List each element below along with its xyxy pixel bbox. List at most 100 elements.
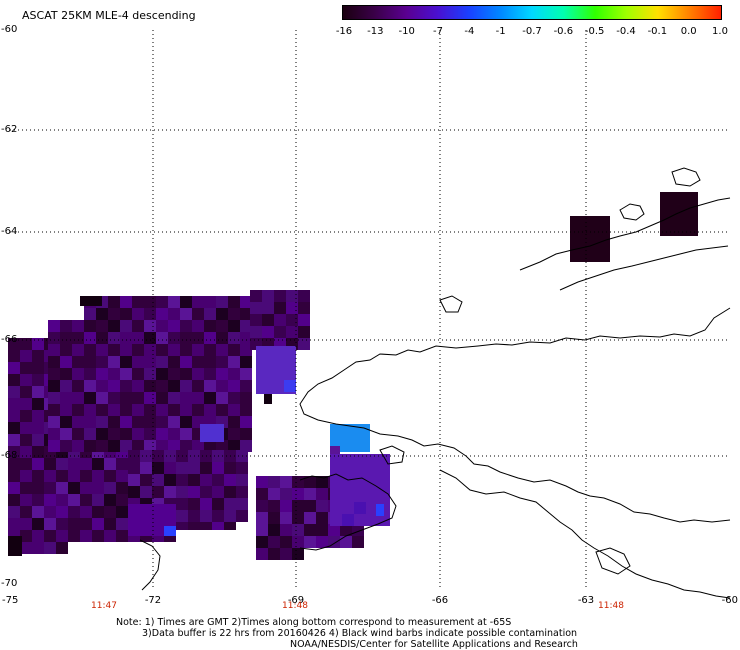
latitude-label: -70 [1,578,18,589]
swath-cell [164,462,176,474]
swath-cell [286,302,298,314]
swath-cell [168,392,180,404]
swath-cell [56,458,68,470]
swath-cell [168,380,180,392]
colorbar-label: -10 [398,26,415,37]
swath-cell [48,428,60,440]
swath-cell [304,476,316,488]
coastline-peninsula [299,307,731,523]
longitude-label: -66 [431,595,449,606]
swath-cell [56,530,68,542]
swath-cell [156,368,168,380]
swath-cell [228,416,240,428]
swath-cell [20,458,32,470]
swath-cell [228,356,240,368]
swath-cell [96,380,108,392]
swath-cell [20,446,32,458]
swath-cell [92,518,104,530]
swath-cell [120,308,132,320]
swath-cell [228,404,240,416]
swath-cell [152,486,164,498]
swath-cell [168,320,180,332]
latitude-label: -66 [1,334,18,345]
swath-cell [80,494,92,506]
swath-cell [292,524,304,536]
swath-cell [56,482,68,494]
swath-cell [44,482,56,494]
swath-cell [304,488,316,500]
swath-cell [120,404,132,416]
longitude-label: -75 [2,595,19,606]
colorbar-label: -0.5 [584,26,605,37]
swath-cell [192,356,204,368]
swath-cell [144,404,156,416]
time-label: 11:47 [91,601,117,611]
swath-cell [192,344,204,356]
swath-cell [366,502,378,514]
swath-cell [286,314,298,326]
swath-cells [8,192,698,560]
swath-cell [80,296,102,306]
swath-cell [256,536,268,548]
swath-cell [342,466,354,478]
swath-cell [316,524,328,536]
swath-cell [144,392,156,404]
swath-cell [250,302,262,314]
swath-cell [44,518,56,530]
swath-cell [292,548,304,560]
swath-cell [316,536,328,548]
swath-cell [316,476,328,488]
swath-cell [228,440,240,452]
colorbar-label: -7 [433,26,443,37]
swath-cell [104,518,116,530]
swath-cell [200,510,212,522]
swath-cell [284,380,296,392]
swath-cell [84,392,96,404]
coastlines [139,167,731,599]
swath-cell [120,380,132,392]
swath-cell [68,482,80,494]
swath-cell [156,404,168,416]
map-title: ASCAT 25KM MLE-4 descending [22,9,196,22]
swath-cell [268,512,280,524]
swath-cell [216,356,228,368]
colorbar-label: -0.1 [647,26,668,37]
swath-cell [298,314,310,326]
swath-cell [304,500,316,512]
swath-cell [84,416,96,428]
swath-cell [192,392,204,404]
latitude-label: -64 [1,226,18,237]
swath-cell [330,454,342,466]
swath-cell [128,462,140,474]
swath-cell [164,474,176,486]
swath-cell [60,392,72,404]
swath-cell [48,344,60,356]
swath-cell [228,392,240,404]
swath-cell [236,462,248,474]
swath-cell [56,518,68,530]
swath-cell [44,530,56,542]
swath-cell [8,506,20,518]
swath-cell [192,308,204,320]
swath-cell [84,440,96,452]
swath-cell [298,290,310,302]
swath-cell [8,446,20,458]
swath-cell [164,486,176,498]
swath-cell [68,470,80,482]
swath-cell [120,368,132,380]
swath-cell [366,490,378,502]
coastline-islands-ne2 [559,245,729,291]
swath-cell [228,296,240,308]
swath-cell [256,488,268,500]
swath-cell [48,416,60,428]
swath-cell [32,338,44,350]
swath-cell [20,494,32,506]
colorbar-label: -16 [335,26,353,37]
time-label: 11:48 [598,601,624,611]
swath-cell [32,482,44,494]
swath-cell [144,296,156,308]
swath-cell [44,506,56,518]
swath-cell [342,454,354,466]
swath-cell [60,440,72,452]
swath-cell [268,536,280,548]
